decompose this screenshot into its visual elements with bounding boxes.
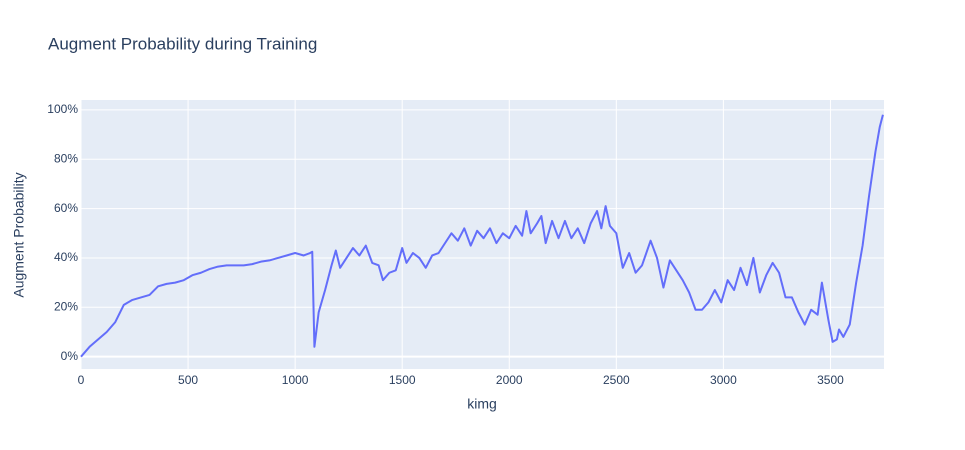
x-tick-label: 1500 bbox=[389, 373, 416, 387]
y-tick-label: 40% bbox=[54, 250, 78, 264]
data-line bbox=[80, 114, 884, 358]
y-tick-label: 0% bbox=[61, 349, 79, 363]
plot-area bbox=[81, 100, 884, 369]
x-tick-label: 500 bbox=[178, 373, 198, 387]
y-axis-title: Augment Probability bbox=[11, 172, 27, 297]
y-tick-label: 80% bbox=[54, 151, 78, 165]
x-tick-label: 0 bbox=[78, 373, 85, 387]
y-tick-label: 60% bbox=[54, 201, 78, 215]
x-tick-label: 2500 bbox=[603, 373, 630, 387]
y-tick-label: 20% bbox=[54, 299, 78, 313]
x-tick-label: 3500 bbox=[817, 373, 844, 387]
x-tick-label: 2000 bbox=[496, 373, 523, 387]
x-axis-title: kimg bbox=[467, 396, 497, 412]
chart-title: Augment Probability during Training bbox=[48, 34, 317, 53]
x-tick-label: 3000 bbox=[710, 373, 737, 387]
x-tick-label: 1000 bbox=[282, 373, 309, 387]
y-tick-label: 100% bbox=[47, 102, 78, 116]
